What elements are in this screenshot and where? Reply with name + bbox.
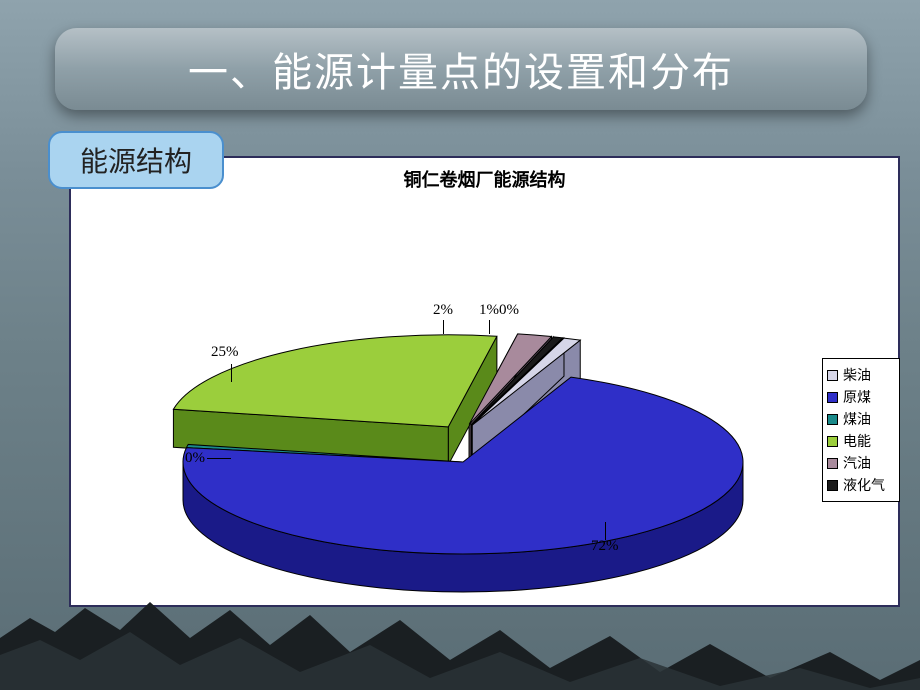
chart-container: 铜仁卷烟厂能源结构 25% 0% 72% 2% 1% 0% 柴油原煤煤油电能汽油… <box>69 156 900 607</box>
tick-25 <box>231 364 232 382</box>
header-title: 一、能源计量点的设置和分布 <box>188 40 734 98</box>
legend-label: 煤油 <box>843 409 871 429</box>
legend-swatch <box>827 392 838 403</box>
legend-label: 柴油 <box>843 365 871 385</box>
tick-72 <box>605 522 606 540</box>
legend-item: 原煤 <box>827 387 895 407</box>
legend-item: 液化气 <box>827 475 895 495</box>
pct-label-2: 2% <box>433 302 453 319</box>
pct-label-25: 25% <box>211 344 239 361</box>
tick-1 <box>489 320 490 334</box>
pct-label-1: 1% <box>479 302 499 319</box>
subheader-box: 能源结构 <box>48 131 224 189</box>
pie-svg <box>163 308 793 598</box>
legend-label: 液化气 <box>843 475 885 495</box>
subheader-label: 能源结构 <box>80 140 192 180</box>
legend: 柴油原煤煤油电能汽油液化气 <box>822 358 900 502</box>
legend-swatch <box>827 414 838 425</box>
pct-label-0a: 0% <box>185 450 205 467</box>
pie-chart: 25% 0% 72% 2% 1% 0% <box>163 308 793 580</box>
legend-item: 柴油 <box>827 365 895 385</box>
pct-label-72: 72% <box>591 538 619 555</box>
legend-item: 煤油 <box>827 409 895 429</box>
legend-label: 电能 <box>843 431 871 451</box>
pct-label-0b: 0% <box>499 302 519 319</box>
legend-swatch <box>827 458 838 469</box>
legend-swatch <box>827 370 838 381</box>
legend-swatch <box>827 480 838 491</box>
tick-0a <box>207 458 231 459</box>
legend-item: 电能 <box>827 431 895 451</box>
legend-label: 汽油 <box>843 453 871 473</box>
legend-item: 汽油 <box>827 453 895 473</box>
tick-2 <box>443 320 444 334</box>
legend-label: 原煤 <box>843 387 871 407</box>
legend-swatch <box>827 436 838 447</box>
header-bar: 一、能源计量点的设置和分布 <box>55 28 867 110</box>
terrain-silhouette <box>0 560 920 690</box>
